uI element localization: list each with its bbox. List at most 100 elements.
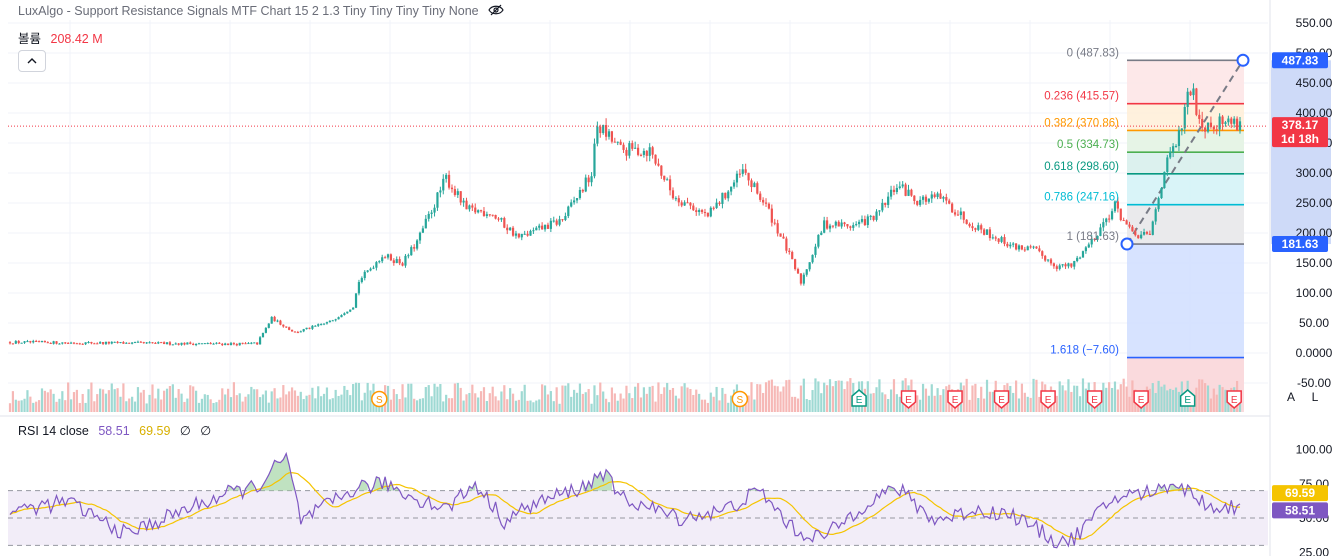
volume-bar: [756, 384, 759, 412]
volume-bar: [14, 399, 17, 412]
candle-body: [270, 316, 273, 324]
volume-bar: [101, 389, 105, 412]
candle-body: [994, 237, 997, 239]
indicator-title[interactable]: LuxAlgo - Support Resistance Signals MTF…: [18, 4, 504, 19]
candle-body: [462, 200, 465, 203]
candle-body: [410, 247, 413, 256]
volume-bar: [541, 384, 544, 412]
candle-body: [133, 342, 137, 344]
volume-bar: [759, 384, 762, 412]
volume-bar: [177, 389, 180, 412]
candle-body: [113, 341, 116, 343]
candle-body: [887, 196, 890, 205]
candle-body: [654, 154, 657, 164]
candle-body: [142, 342, 145, 344]
earnings-marker[interactable]: E: [947, 390, 963, 409]
candle-body: [657, 163, 660, 166]
volume-bar: [180, 393, 183, 412]
earnings-marker-shape: [851, 389, 867, 407]
volume-bar: [639, 397, 643, 412]
earnings-marker[interactable]: E: [1179, 389, 1196, 407]
candle-body: [703, 212, 707, 214]
candle-body: [43, 341, 46, 343]
rsi-label: RSI 14 close: [18, 424, 89, 438]
earnings-marker-symbol: E: [1184, 395, 1191, 406]
split-marker[interactable]: S: [731, 390, 749, 408]
fib-level-label: 0.786 (247.16): [1044, 192, 1119, 204]
candle-body: [936, 193, 939, 197]
volume-bar: [212, 402, 215, 412]
candle-body: [520, 233, 523, 238]
volume-bar: [642, 387, 646, 412]
volume-bar: [747, 395, 750, 412]
candle-body: [613, 141, 616, 143]
candle-body: [1177, 130, 1181, 146]
candle-body: [610, 131, 614, 142]
candle-body: [599, 126, 602, 134]
rsi-overbought-fill: [888, 485, 894, 491]
volume-bar: [581, 393, 584, 412]
candle-body: [84, 342, 87, 345]
volume-bar: [84, 402, 87, 412]
volume-bar: [81, 393, 84, 412]
earnings-marker-symbol: E: [952, 395, 959, 406]
candle-body: [1125, 220, 1128, 225]
candle-body: [796, 269, 800, 274]
volume-bar: [110, 383, 113, 412]
volume-bar: [573, 389, 576, 412]
candle-body: [288, 327, 291, 330]
volume-bar: [311, 387, 314, 412]
volume-bar: [488, 393, 491, 412]
candle-body: [843, 222, 846, 225]
fib-level-labels: 0 (487.83) 0.236 (415.57) 0.382 (370.86) 0.…: [1044, 47, 1119, 356]
candle-body: [61, 342, 64, 344]
earnings-marker[interactable]: E: [851, 389, 867, 407]
earnings-marker[interactable]: E: [993, 390, 1010, 409]
eye-hidden-icon[interactable]: [488, 4, 504, 19]
earnings-marker[interactable]: E: [1040, 390, 1056, 409]
volume-bar: [689, 388, 692, 412]
candle-body: [1163, 171, 1166, 189]
candle-body: [974, 228, 977, 230]
volume-bar: [578, 383, 582, 412]
candle-body: [479, 210, 483, 212]
earnings-marker[interactable]: E: [900, 390, 917, 409]
earnings-marker[interactable]: E: [1133, 390, 1149, 409]
volume-bar: [706, 402, 709, 412]
volume-bar: [503, 385, 506, 412]
volume-bar: [334, 389, 337, 412]
fibonacci-retracement[interactable]: [1120, 53, 1250, 412]
candle-body: [107, 341, 110, 344]
candle-body: [200, 343, 204, 345]
volume-bar: [767, 380, 771, 412]
collapse-legend-button[interactable]: [18, 50, 46, 72]
candle-body: [1166, 157, 1169, 172]
candle-body: [1128, 224, 1131, 227]
volume-bar: [482, 387, 486, 412]
price-axis[interactable]: 550.00500.00450.00400.00350.00300.00250.…: [1269, 0, 1343, 556]
auto-scale-button[interactable]: A: [1286, 390, 1295, 404]
split-marker[interactable]: S: [371, 390, 388, 408]
volume-bar: [1023, 392, 1026, 412]
log-scale-button[interactable]: L: [1311, 390, 1319, 404]
volume-bar: [823, 382, 826, 412]
volume-bar: [802, 378, 805, 412]
rsi-tick-label: 25.00: [1299, 545, 1329, 556]
volume-bar: [276, 398, 279, 412]
volume-bar: [604, 398, 608, 412]
earnings-marker[interactable]: E: [1226, 390, 1242, 409]
candle-body: [700, 210, 704, 213]
volume-bar: [1221, 387, 1224, 412]
candle-body: [552, 220, 555, 222]
candle-body: [81, 343, 84, 345]
earnings-marker[interactable]: E: [1086, 390, 1103, 409]
candle-body: [881, 202, 884, 211]
volume-bar: [78, 402, 81, 412]
earnings-marker-symbol: E: [1138, 395, 1145, 406]
candle-body: [1235, 118, 1239, 131]
candle-body: [727, 191, 730, 199]
candle-body: [965, 219, 968, 224]
candle-body: [78, 343, 81, 345]
